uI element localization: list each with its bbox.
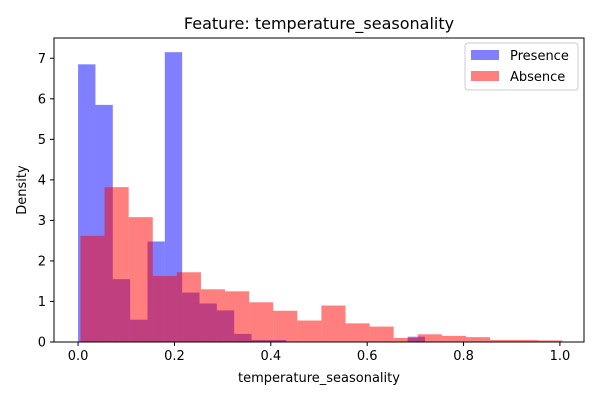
absence-bar-9 xyxy=(297,320,322,342)
absence-bar-8 xyxy=(273,310,298,342)
y-axis-label: Density xyxy=(15,165,30,215)
absence-bar-14 xyxy=(417,334,442,342)
absence-bar-15 xyxy=(441,335,466,342)
x-tick-label-2: 0.4 xyxy=(260,349,281,364)
y-tick-label-0: 0 xyxy=(38,336,46,351)
absence-bar-6 xyxy=(225,291,250,342)
absence-bar-18 xyxy=(514,339,539,342)
legend-swatch-absence xyxy=(471,71,499,81)
x-tick-label-0: 0.0 xyxy=(68,349,89,364)
legend-label-absence: Absence xyxy=(510,70,565,85)
absence-bar-4 xyxy=(176,272,201,342)
x-tick-label-5: 1.0 xyxy=(550,349,571,364)
absence-bar-17 xyxy=(490,339,515,342)
absence-bar-11 xyxy=(345,323,370,342)
absence-bar-2 xyxy=(128,217,153,342)
plot-frame xyxy=(53,37,585,343)
legend: Presence Absence xyxy=(464,42,579,91)
y-tick-label-2: 2 xyxy=(38,254,46,269)
x-tick-label-1: 0.2 xyxy=(164,349,185,364)
y-tick-label-5: 5 xyxy=(38,133,46,148)
presence-bar-5 xyxy=(164,52,183,342)
y-tick-label-4: 4 xyxy=(38,173,46,188)
absence-bars xyxy=(80,187,563,342)
y-tick-label-3: 3 xyxy=(38,214,46,229)
x-axis-ticks: 0.0 0.2 0.4 0.6 0.8 1.0 xyxy=(68,342,571,364)
absence-bar-0 xyxy=(80,235,105,342)
absence-bar-12 xyxy=(369,326,394,342)
absence-bar-1 xyxy=(104,187,129,342)
legend-swatch-presence xyxy=(471,50,499,60)
absence-bar-19 xyxy=(538,340,563,342)
absence-bar-7 xyxy=(249,302,274,342)
absence-bar-16 xyxy=(465,337,491,342)
absence-bar-10 xyxy=(321,305,346,342)
y-tick-label-1: 1 xyxy=(38,295,46,310)
chart-title: Feature: temperature_seasonality xyxy=(184,14,454,34)
x-tick-label-3: 0.6 xyxy=(357,349,378,364)
y-tick-label-6: 6 xyxy=(38,92,46,107)
absence-bar-13 xyxy=(393,337,418,342)
legend-label-presence: Presence xyxy=(510,49,569,64)
x-axis-label: temperature_seasonality xyxy=(238,371,400,386)
y-axis-ticks: 0 1 2 3 4 5 6 7 xyxy=(38,52,54,351)
absence-bar-5 xyxy=(200,289,226,342)
y-tick-label-7: 7 xyxy=(38,52,46,67)
x-tick-label-4: 0.8 xyxy=(453,349,474,364)
absence-bar-3 xyxy=(152,275,177,342)
